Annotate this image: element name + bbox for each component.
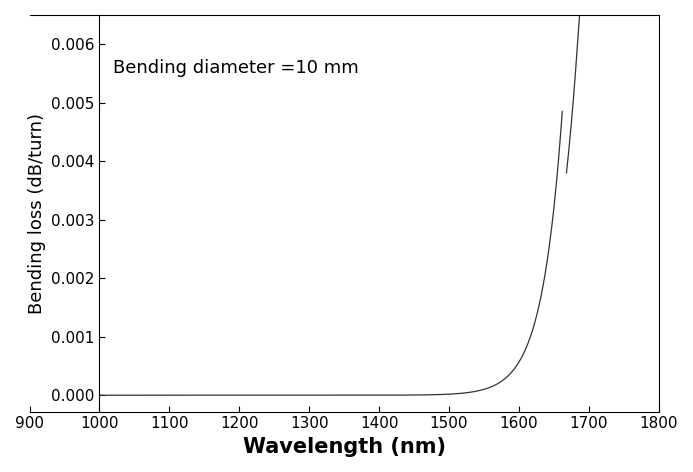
Y-axis label: Bending loss (dB/turn): Bending loss (dB/turn) <box>28 113 46 314</box>
Text: Bending diameter =10 mm: Bending diameter =10 mm <box>114 59 359 77</box>
X-axis label: Wavelength (nm): Wavelength (nm) <box>243 437 446 457</box>
